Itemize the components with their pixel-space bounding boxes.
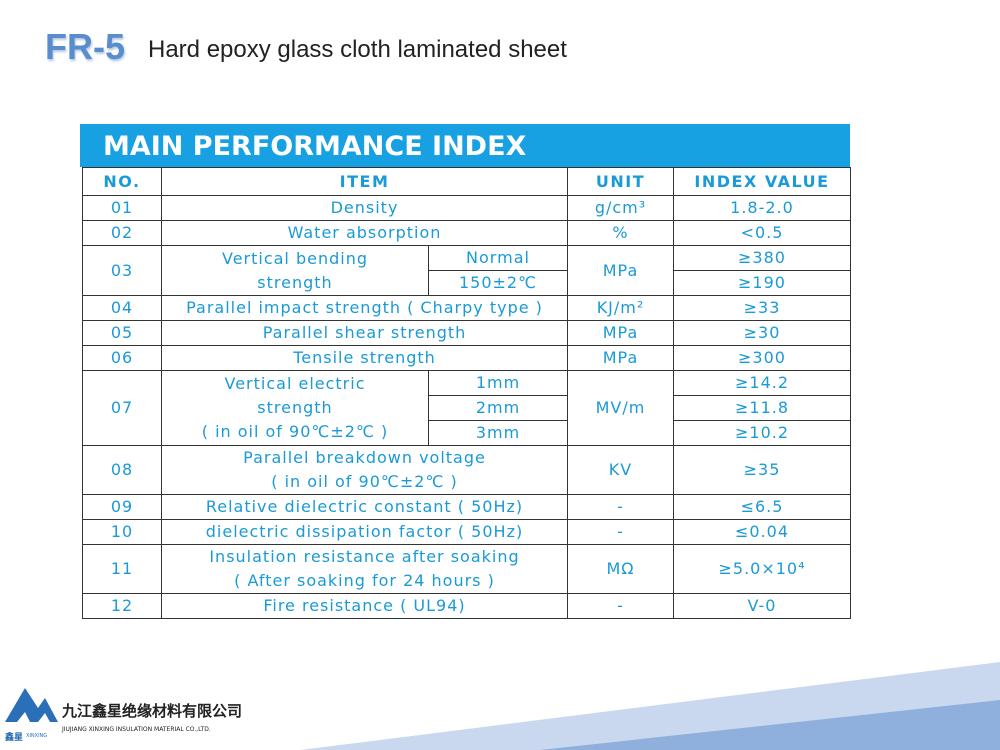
product-code: FR-5 [45,26,125,67]
table-row: 10 dielectric dissipation factor ( 50Hz) -… [82,519,851,545]
row-no: 03 [82,245,162,296]
row-value: ≥5.0×10⁴ [673,544,851,594]
row-item: Insulation resistance after soaking ( Aft… [161,544,568,594]
row-value: ≥33 [673,295,851,321]
text-line: strength [257,272,333,292]
row-no: 07 [82,370,162,446]
row-no: 02 [82,220,162,246]
text-line: strength [257,398,333,417]
row-no: 05 [82,320,162,346]
text-line: Vertical bending [221,248,368,268]
row-value: 1.8-2.0 [673,195,851,221]
row-condition: 150±2℃ [428,270,568,296]
row-value: ≥190 [673,270,851,296]
row-value: ≥10.2 [673,420,851,446]
row-value: ≥35 [673,445,851,495]
row-item: Water absorption [161,220,568,246]
text-line: Parallel breakdown voltage [243,448,486,467]
row-condition: 3mm [428,420,568,446]
row-value: ≥300 [673,345,851,371]
col-header: NO. [82,167,162,196]
row-condition: Normal [428,245,568,271]
row-value: V-0 [673,593,851,619]
row-unit: % [567,220,674,246]
row-item: Parallel shear strength [161,320,568,346]
row-unit: MPa [567,345,674,371]
row-condition: 2mm [428,395,568,421]
row-unit: KJ/m² [567,295,674,321]
row-no: 12 [82,593,162,619]
row-unit: KV [567,445,674,495]
company-cn: 九江鑫星绝缘材料有限公司 [62,702,243,720]
row-no: 10 [82,519,162,545]
row-item: Parallel impact strength ( Charpy type ) [161,295,568,321]
spec-table: NO. ITEM UNIT INDEX VALUE 01 Density g/cm³… [82,167,851,619]
row-condition: 1mm [428,370,568,396]
row-value: <0.5 [673,220,851,246]
row-unit: - [567,593,674,619]
table-row: 03 Vertical bending strength Normal MPa ≥380 [82,245,851,296]
text-line: Insulation resistance after soaking [209,547,520,566]
row-item: Relative dielectric constant ( 50Hz) [161,494,568,520]
table-row: 09 Relative dielectric constant ( 50Hz) - ≤… [82,494,851,520]
table-row: 02 Water absorption% <0.5 [82,220,851,246]
table-row: 12 Fire resistance ( UL94) - V-0 [82,593,851,619]
row-value: ≤6.5 [673,494,851,520]
table-row: 01 Density g/cm³ 1.8-2.0 [82,195,851,221]
logo-en: XINXING [26,733,48,739]
table-row: 04 Parallel impact strength ( Charpy type… [82,295,851,321]
table-row: 2mm ≥11.8 [83,395,851,421]
row-unit: MPa [567,245,674,296]
row-item: Vertical bending strength [161,245,429,296]
logo-cn: 鑫星 [5,733,24,743]
row-no: 06 [82,345,162,371]
text-line: ( in oil of 90℃±2℃ ) [201,422,389,441]
row-unit: - [567,494,674,520]
table-row: 3mm ≥10.2 [83,420,851,446]
row-unit: - [567,519,674,545]
row-no: 08 [82,445,162,495]
row-no: 09 [82,494,162,520]
row-item: dielectric dissipation factor ( 50Hz) [161,519,568,545]
row-item: Vertical electric strength ( in oil of 90℃… [161,370,429,446]
col-header: ITEM [161,167,568,196]
row-no: 01 [82,195,162,221]
company-en: JIUJIANG XINXING INSULATION MATERIAL CO.… [62,726,211,733]
table-row: 07 Vertical electric strength ( in oil of 9… [82,370,851,446]
row-item: Tensile strength [161,345,568,371]
row-value: ≥14.2 [673,370,851,396]
table-row: 11 Insulation resistance after soaking ( A… [82,544,851,594]
table-row: 06 Tensile strength MPa ≥300 [82,345,851,371]
row-value: ≤0.04 [673,519,851,545]
text-line: Vertical electric [224,374,366,393]
row-value: ≥11.8 [673,395,851,421]
row-item: Parallel breakdown voltage ( in oil of 90… [161,445,568,495]
col-header: UNIT [567,167,674,196]
text-line: ( in oil of 90℃±2℃ ) [271,472,458,491]
table-banner: MAIN PERFORMANCE INDEX [80,124,850,167]
table-row: 05 Parallel shear strength MPa ≥30 [82,320,851,346]
col-header: INDEX VALUE [673,167,851,196]
text-line: ( After soaking for 24 hours ) [234,571,495,590]
row-item: Fire resistance ( UL94) [161,593,568,619]
row-unit: MΩ [567,544,674,594]
row-unit: MPa [567,320,674,346]
row-item: Density [161,195,568,221]
row-value: ≥380 [673,245,851,271]
product-title: Hard epoxy glass cloth laminated sheet [148,36,567,63]
row-no: 04 [82,295,162,321]
table-row: 08 Parallel breakdown voltage ( in oil of … [82,445,851,495]
row-no: 11 [82,544,162,594]
row-value: ≥30 [673,320,851,346]
row-unit: MV/m [567,370,674,446]
row-unit: g/cm³ [567,195,674,221]
